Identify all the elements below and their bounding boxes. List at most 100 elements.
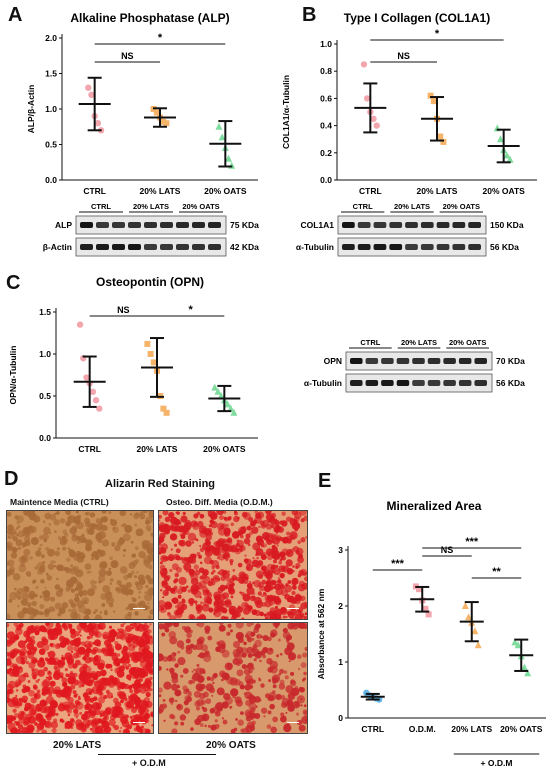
lane-header: 20% OATS bbox=[443, 202, 480, 211]
blot-band bbox=[412, 358, 425, 364]
data-point bbox=[427, 92, 434, 99]
western-blot-col1a1: CTRL 20% LATS 20% OATS COL1A1 150 KDa α-Tubul… bbox=[288, 200, 550, 262]
data-point bbox=[511, 638, 519, 646]
data-point bbox=[96, 405, 103, 412]
blot-band bbox=[128, 244, 141, 250]
data-point bbox=[360, 61, 368, 68]
lane-header: 20% OATS bbox=[182, 202, 219, 211]
panel-letter-c: C bbox=[6, 272, 21, 294]
data-point bbox=[496, 135, 504, 143]
y-tick-label: 0.5 bbox=[45, 140, 57, 150]
blot-band bbox=[96, 244, 109, 250]
blot-band bbox=[365, 358, 379, 364]
blot-band bbox=[144, 222, 157, 228]
blot-band bbox=[342, 244, 355, 250]
data-point bbox=[471, 627, 479, 635]
x-tick-label: CTRL bbox=[361, 724, 384, 734]
significance-label: NS bbox=[117, 305, 130, 315]
blot-band bbox=[357, 222, 371, 228]
blot-band bbox=[381, 358, 394, 364]
data-point bbox=[150, 359, 157, 366]
blot-band bbox=[389, 244, 403, 250]
micrograph-texture bbox=[155, 619, 311, 735]
micrograph-oats bbox=[155, 619, 311, 735]
micrograph-texture bbox=[3, 619, 156, 738]
blot-band bbox=[192, 222, 205, 228]
y-axis-label: Absorbance at 562 nm bbox=[316, 588, 326, 679]
data-point bbox=[437, 133, 444, 140]
data-point bbox=[160, 405, 167, 412]
blot-band bbox=[373, 222, 387, 228]
blot-svg: CTRL 20% LATS 20% OATS ALP 75 KDa β-Actin 42 K… bbox=[43, 202, 259, 257]
blot-band bbox=[405, 222, 418, 228]
y-tick-label: 0.0 bbox=[320, 175, 332, 185]
data-point bbox=[503, 151, 511, 159]
data-point bbox=[218, 133, 226, 141]
blot-band bbox=[80, 222, 93, 228]
y-axis-label: ALP/β-Actin bbox=[26, 85, 36, 134]
blot-protein-label: α-Tubulin bbox=[304, 378, 342, 388]
lane-header: CTRL bbox=[353, 202, 373, 211]
micrograph-texture bbox=[155, 507, 310, 623]
micrograph-caption-oats: 20% OATS bbox=[206, 740, 256, 751]
blot-band bbox=[412, 380, 425, 386]
chart-title: Alkaline Phosphatase (ALP) bbox=[70, 11, 229, 25]
blot-band bbox=[427, 358, 441, 364]
x-tick-label: CTRL bbox=[359, 186, 382, 196]
x-tick-label: 20% LATS bbox=[417, 186, 458, 196]
y-tick-label: 0.5 bbox=[39, 391, 51, 401]
y-tick-label: 1.0 bbox=[39, 349, 51, 359]
data-point bbox=[94, 120, 102, 127]
blot-band bbox=[436, 222, 450, 228]
blot-band bbox=[208, 222, 221, 228]
blot-band bbox=[350, 358, 363, 364]
data-point bbox=[524, 669, 532, 677]
lane-header: 20% LATS bbox=[394, 202, 430, 211]
blot-size-label: 75 KDa bbox=[230, 220, 259, 230]
y-tick-label: 1.0 bbox=[45, 104, 57, 114]
data-point bbox=[225, 154, 233, 162]
chart-mineralized-area: Mineralized Area 0 1 2 3 Absorbance at 562 nm… bbox=[316, 499, 546, 768]
blot-band bbox=[128, 222, 141, 228]
blot-band bbox=[396, 358, 410, 364]
data-point bbox=[211, 383, 219, 391]
significance-label: *** bbox=[465, 536, 479, 548]
data-point bbox=[373, 122, 380, 129]
chart-col1a1: Type I Collagen (COL1A1) 0.0 0.2 0.4 0.6 0.8 1… bbox=[281, 11, 537, 196]
data-point bbox=[153, 109, 160, 116]
blot-band bbox=[96, 222, 109, 228]
blot-protein-label: β-Actin bbox=[43, 242, 72, 252]
y-tick-label: 2.0 bbox=[45, 33, 57, 43]
data-point bbox=[144, 340, 151, 347]
blot-size-label: 150 KDa bbox=[490, 220, 524, 230]
blot-band bbox=[452, 244, 466, 250]
y-tick-label: 0.6 bbox=[320, 93, 332, 103]
data-point bbox=[224, 400, 232, 408]
micrograph-texture bbox=[3, 507, 156, 622]
chart-title: Osteopontin (OPN) bbox=[96, 275, 204, 289]
blot-size-label: 56 KDa bbox=[490, 242, 519, 252]
blot-band bbox=[443, 380, 456, 386]
data-point bbox=[465, 613, 473, 621]
data-point bbox=[163, 409, 170, 416]
x-tick-label: 20% LATS bbox=[140, 186, 181, 196]
blot-band bbox=[373, 244, 387, 250]
data-point bbox=[76, 321, 84, 328]
blot-band bbox=[458, 358, 472, 364]
x-tick-label: 20% OATS bbox=[204, 186, 247, 196]
blot-band bbox=[112, 244, 125, 250]
x-tick-label: CTRL bbox=[78, 444, 101, 454]
blot-band bbox=[405, 244, 418, 250]
significance-label: ** bbox=[492, 566, 501, 578]
data-point bbox=[92, 397, 100, 404]
data-point bbox=[85, 84, 92, 91]
y-tick-label: 1.5 bbox=[39, 307, 51, 317]
blot-protein-label: α-Tubulin bbox=[296, 242, 334, 252]
lane-header: 20% OATS bbox=[449, 338, 486, 347]
scale-bar bbox=[133, 722, 145, 723]
data-point bbox=[370, 115, 377, 123]
blot-size-label: 42 KDa bbox=[230, 242, 259, 252]
data-point bbox=[363, 95, 371, 102]
chart-alp: Alkaline Phosphatase (ALP) 0.0 0.5 1.0 1.5 2.… bbox=[26, 11, 258, 196]
alizarin-title: Alizarin Red Staining bbox=[105, 478, 216, 490]
